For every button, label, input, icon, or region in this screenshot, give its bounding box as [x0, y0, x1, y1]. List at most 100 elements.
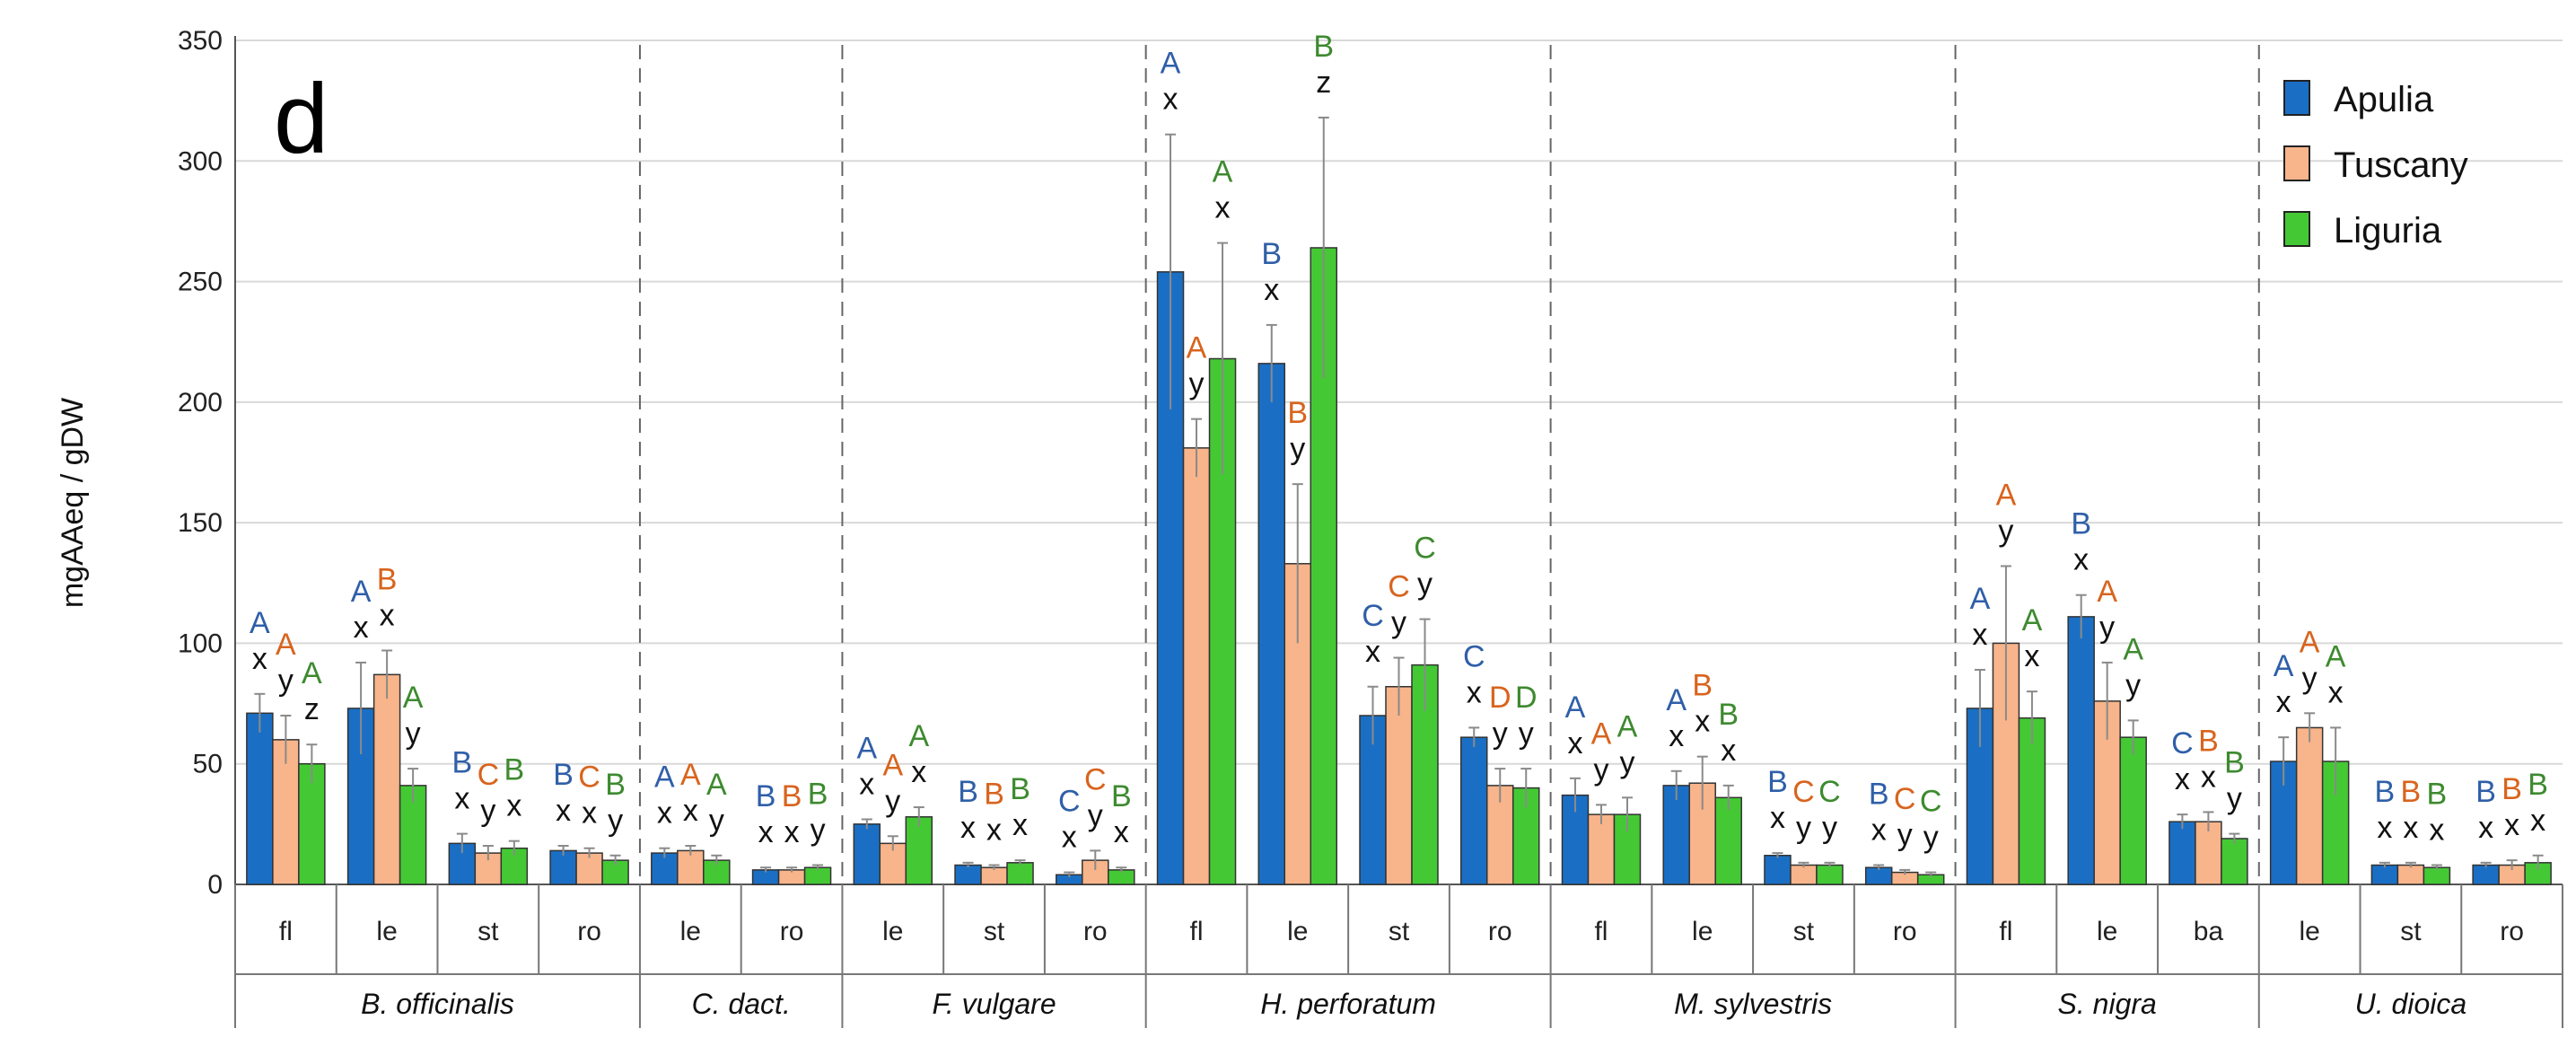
significance-letter-lower: x — [960, 811, 976, 845]
significance-letter-lower: y — [1088, 798, 1103, 832]
significance-labels: Ax Ay AzAxBxAyBxCyBxBxCxByAxAxAyBxBxByAxAy… — [250, 30, 2548, 855]
bar — [2396, 864, 2425, 885]
significance-letter-lower: x — [1163, 83, 1178, 117]
significance-letter-upper: B — [605, 768, 626, 802]
species-label: C. dact. — [692, 988, 791, 1020]
significance-letter-upper: B — [808, 778, 828, 812]
significance-letter-lower: x — [657, 796, 672, 831]
significance-letter-lower: x — [2478, 811, 2493, 845]
part-label: st — [2400, 917, 2422, 946]
significance-letter-upper: A — [250, 606, 270, 640]
significance-letter-lower: x — [1365, 635, 1380, 669]
significance-letter-upper: C — [2171, 726, 2194, 760]
significance-letter-upper: A — [654, 760, 675, 795]
significance-letter-upper: B — [2224, 746, 2245, 780]
significance-letter-lower: x — [911, 755, 926, 789]
significance-letter-lower: y — [1593, 752, 1608, 787]
bar — [980, 866, 1008, 885]
bar — [1182, 447, 1211, 885]
significance-letter-upper: B — [1287, 396, 1308, 430]
significance-letter-upper: D — [1489, 681, 1511, 715]
significance-letter-upper: B — [756, 779, 776, 813]
bar — [905, 816, 933, 885]
part-label: st — [1793, 917, 1815, 946]
bar — [2169, 821, 2196, 885]
part-label: le — [376, 917, 397, 946]
significance-letter-upper: B — [553, 758, 574, 792]
significance-letter-lower: y — [480, 794, 495, 828]
significance-letter-upper: B — [1692, 669, 1713, 703]
part-label: fl — [1999, 917, 2012, 946]
significance-letter-upper: B — [1010, 772, 1030, 806]
significance-letter-lower: x — [506, 789, 521, 823]
significance-letter-lower: x — [1669, 719, 1684, 753]
significance-letter-upper: A — [2123, 632, 2143, 666]
bar — [549, 849, 577, 885]
significance-letter-lower: x — [380, 598, 395, 632]
legend-label-tuscany: Tuscany — [2334, 145, 2468, 185]
significance-letter-upper: D — [1515, 681, 1538, 715]
significance-letter-upper: B — [2198, 724, 2219, 758]
significance-letter-upper: C — [1894, 782, 1916, 816]
significance-letter-lower: y — [406, 717, 421, 751]
bar — [803, 866, 832, 885]
part-label: fl — [279, 917, 293, 946]
significance-letter-lower: y — [1391, 606, 1406, 640]
significance-letter-lower: x — [2175, 762, 2190, 796]
species-label: U. dioica — [2355, 988, 2467, 1020]
significance-letter-lower: x — [683, 794, 698, 828]
y-tick-label: 50 — [193, 750, 223, 779]
significance-letter-lower: x — [1695, 705, 1710, 739]
significance-letter-lower: x — [1972, 618, 1987, 652]
significance-letter-lower: x — [859, 767, 874, 801]
y-tick-label: 250 — [178, 268, 223, 297]
legend-swatch-tuscany — [2283, 145, 2310, 181]
significance-letter-upper: B — [2427, 778, 2448, 812]
y-axis-label: mgAAeq / gDW — [56, 398, 90, 608]
bar — [298, 762, 326, 885]
significance-letter-lower: y — [2227, 782, 2242, 816]
legend-swatch-apulia — [2283, 80, 2310, 116]
bar — [575, 852, 603, 885]
significance-letter-lower: y — [1189, 367, 1205, 401]
significance-letter-upper: C — [1058, 785, 1081, 819]
significance-letter-upper: C — [1084, 762, 1107, 796]
bar — [677, 849, 705, 885]
significance-letter-lower: x — [2328, 675, 2344, 709]
significance-letter-upper: A — [403, 681, 424, 715]
significance-letter-lower: x — [454, 782, 469, 816]
significance-letter-lower: x — [2530, 804, 2545, 838]
part-label: st — [984, 917, 1005, 946]
bar — [2472, 864, 2500, 885]
significance-letter-lower: y — [1796, 811, 1811, 845]
significance-letter-lower: y — [1923, 821, 1939, 855]
significance-letter-upper: A — [1565, 690, 1586, 725]
part-label: ro — [1893, 917, 1917, 946]
significance-letter-lower: x — [784, 815, 800, 849]
significance-letter-lower: x — [2024, 639, 2039, 673]
species-label: B. officinalis — [361, 988, 514, 1020]
significance-letter-upper: C — [1388, 570, 1410, 604]
significance-letter-lower: y — [2099, 611, 2115, 645]
significance-letter-upper: A — [2097, 575, 2117, 609]
significance-letter-upper: A — [1970, 582, 1991, 616]
part-label: fl — [1190, 917, 1204, 946]
bar — [1257, 363, 1286, 885]
bar — [651, 852, 679, 885]
significance-letter-upper: A — [1996, 478, 2017, 512]
part-label: le — [2299, 917, 2319, 946]
bar — [1790, 864, 1818, 885]
significance-letter-upper: C — [1818, 775, 1841, 809]
significance-letter-upper: B — [1313, 30, 1334, 64]
significance-letter-upper: A — [1213, 155, 1233, 189]
significance-letter-lower: x — [1114, 815, 1129, 849]
part-label: fl — [1594, 917, 1608, 946]
significance-letter-upper: C — [578, 760, 600, 795]
species-label: M. sylvestris — [1674, 988, 1832, 1020]
significance-letter-upper: B — [2375, 775, 2396, 809]
significance-letter-upper: A — [1187, 331, 1207, 365]
significance-letter-upper: B — [958, 775, 978, 809]
significance-letter-lower: x — [2276, 685, 2291, 719]
significance-letter-upper: C — [1362, 599, 1384, 633]
significance-letter-upper: C — [1920, 785, 1942, 819]
